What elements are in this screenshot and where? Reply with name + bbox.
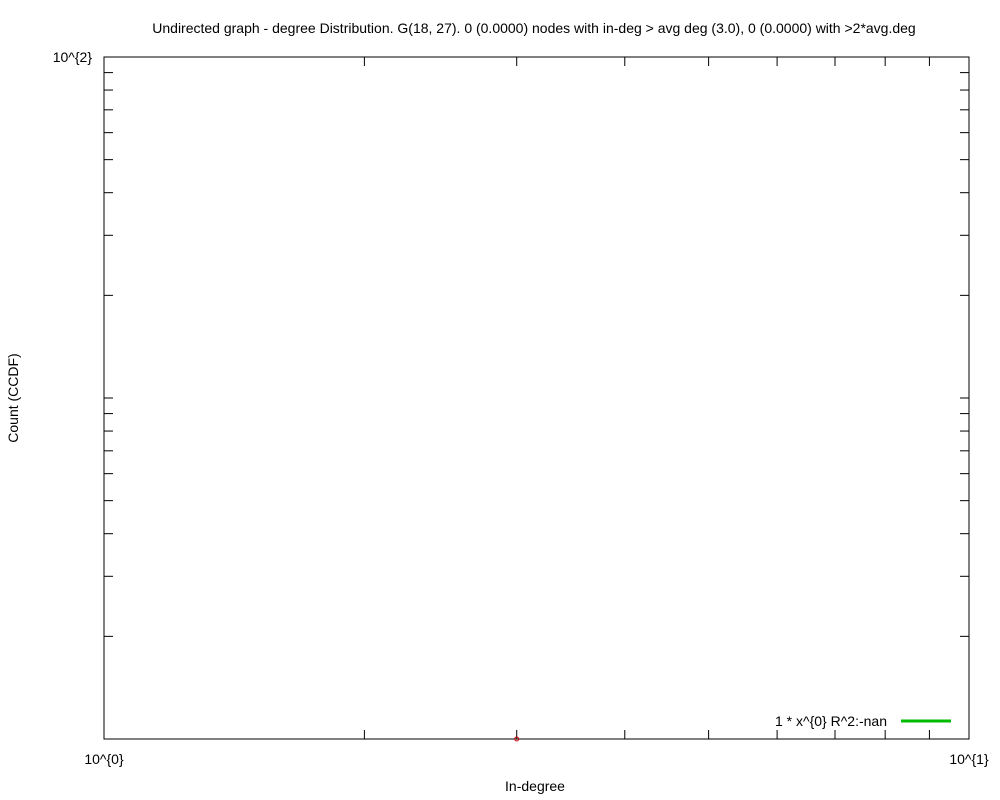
data-point — [514, 736, 520, 742]
data-points — [514, 736, 520, 742]
y-axis-label: Count (CCDF) — [5, 353, 21, 442]
x-tick-label: 10^{1} — [949, 751, 989, 767]
plot-frame — [103, 56, 970, 740]
chart-title: Undirected graph - degree Distribution. … — [152, 20, 915, 36]
x-tick-label: 10^{0} — [84, 751, 124, 767]
plot-border — [103, 56, 970, 740]
axis-ticks — [104, 57, 969, 739]
legend-entry-label: 1 * x^{0} R^2:-nan — [775, 713, 887, 729]
x-axis-label: In-degree — [505, 778, 565, 794]
axis-tick-labels: 10^{0} 10^{1} 10^{2} — [53, 49, 989, 767]
legend: 1 * x^{0} R^2:-nan — [775, 713, 951, 729]
y-tick-label: 10^{2} — [53, 49, 93, 65]
